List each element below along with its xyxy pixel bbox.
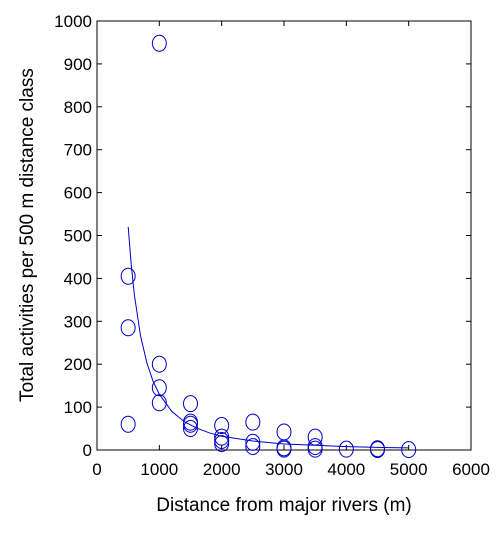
y-tick-label: 100 (64, 398, 92, 417)
plot-area (96, 20, 472, 451)
x-tick-label: 1000 (140, 460, 178, 479)
y-axis-label: Total activities per 500 m distance clas… (17, 68, 38, 402)
fitted-curve (127, 226, 409, 449)
data-point (120, 267, 136, 285)
y-tick-label: 600 (64, 184, 92, 203)
x-axis-label: Distance from major rivers (m) (156, 495, 411, 516)
data-point (245, 433, 261, 451)
data-point (183, 420, 198, 438)
data-point (307, 428, 323, 446)
data-point (214, 428, 230, 446)
data-point (120, 415, 136, 433)
data-point (307, 440, 323, 458)
data-point (151, 394, 167, 412)
y-tick-label: 800 (64, 98, 92, 117)
data-point (214, 417, 230, 435)
data-point (276, 440, 292, 458)
data-point (401, 441, 417, 459)
x-tick-label: 5000 (390, 460, 428, 479)
x-axis: 0 1000 2000 3000 4000 5000 6000 (92, 21, 490, 479)
data-point (245, 438, 261, 456)
y-tick-label: 1000 (54, 12, 92, 31)
y-tick-label: 0 (83, 441, 92, 460)
x-tick-label: 3000 (265, 460, 303, 479)
data-point (245, 413, 261, 431)
data-point (338, 440, 354, 458)
data-point (183, 415, 198, 433)
y-tick-label: 500 (64, 227, 92, 246)
x-tick-label: 0 (92, 460, 101, 479)
data-point (370, 441, 385, 459)
y-axis: 0 100 200 300 400 500 600 700 800 900 1000 (54, 12, 471, 460)
y-tick-label: 900 (64, 55, 92, 74)
x-tick-label: 2000 (203, 460, 241, 479)
data-point (151, 379, 167, 397)
data-point (151, 34, 167, 52)
y-tick-label: 200 (64, 355, 92, 374)
y-tick-label: 300 (64, 312, 92, 331)
data-point (151, 355, 167, 373)
data-point (214, 435, 230, 453)
y-tick-label: 700 (64, 141, 92, 160)
data-point (120, 319, 136, 337)
y-tick-label: 400 (64, 269, 92, 288)
x-tick-label: 6000 (452, 460, 490, 479)
data-points (120, 34, 417, 459)
data-point (183, 395, 198, 413)
x-tick-label: 4000 (327, 460, 365, 479)
